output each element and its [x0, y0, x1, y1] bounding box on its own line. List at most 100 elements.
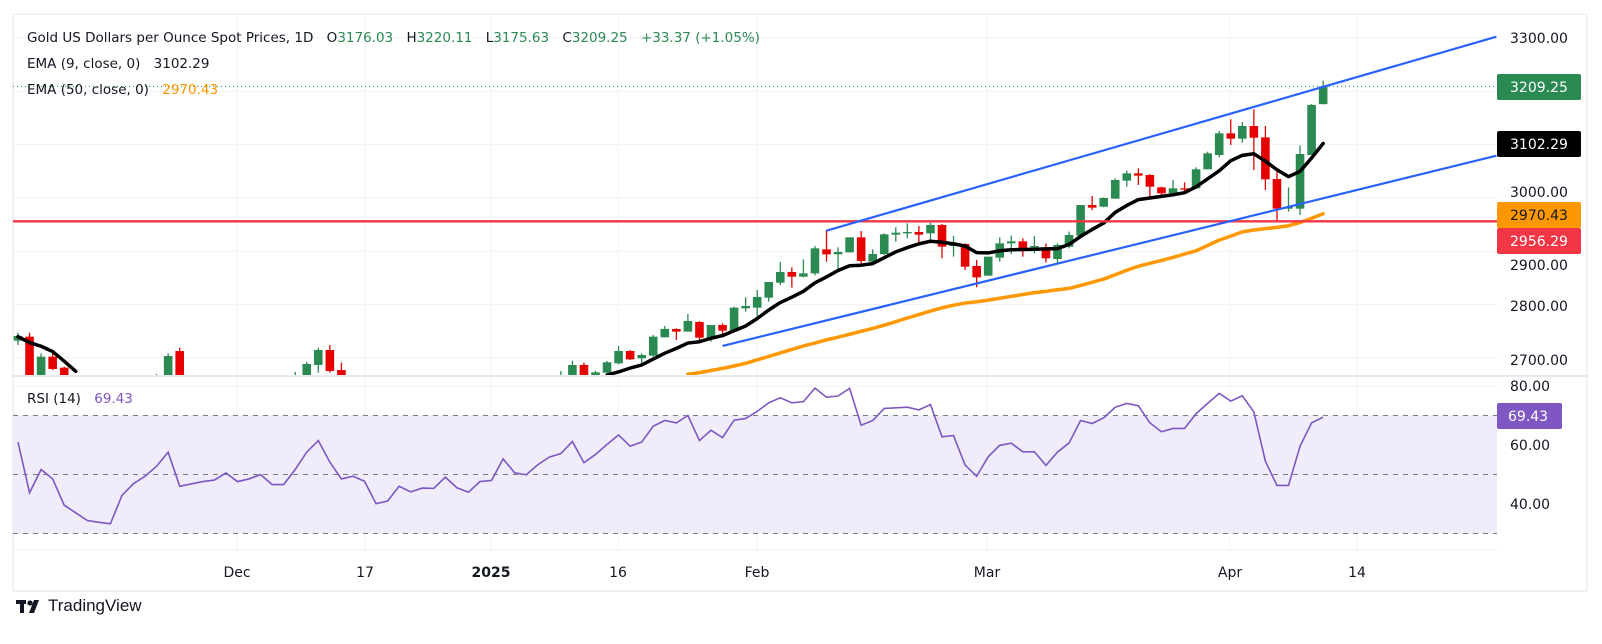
candle-body: [1087, 204, 1097, 208]
candle-body: [568, 364, 577, 375]
candle-body: [637, 355, 646, 359]
time-tick: 16: [609, 565, 627, 581]
ema9-price-label: 3102.29: [1497, 131, 1581, 157]
candle: [337, 362, 346, 375]
candle-body: [1318, 86, 1328, 105]
candle: [614, 345, 623, 365]
candle: [1203, 151, 1212, 170]
channel-lower-line: [722, 154, 1497, 348]
svg-text:69.43: 69.43: [1508, 409, 1548, 425]
candle-body: [683, 320, 693, 332]
ema9-legend[interactable]: EMA (9, close, 0) 3102.29: [27, 55, 209, 73]
support-price-label: 2956.29: [1497, 228, 1581, 254]
candle: [1122, 170, 1132, 187]
candle: [1261, 126, 1270, 191]
candle: [1041, 243, 1051, 263]
candle-body: [614, 351, 623, 364]
candle: [1226, 119, 1236, 145]
candle-body: [1272, 179, 1282, 209]
candle: [729, 306, 739, 331]
candle: [36, 353, 46, 375]
tradingview-wordmark: TradingView: [48, 596, 142, 615]
time-axis[interactable]: Dec 17 2025 16 Feb Mar Apr 14: [223, 565, 1366, 581]
price-tick: 2700.00: [1510, 353, 1568, 369]
main-legend: Gold US Dollars per Ounce Spot Prices, 1…: [27, 29, 760, 47]
candle-body: [337, 369, 346, 375]
candle-body: [1145, 175, 1155, 187]
candle: [983, 256, 993, 276]
candle-body: [891, 232, 901, 235]
close-label: C: [562, 30, 572, 46]
svg-text:3102.29: 3102.29: [1510, 137, 1568, 153]
rsi-axis[interactable]: 80.00 60.00 40.00 69.43: [1497, 379, 1562, 513]
candle: [1134, 168, 1143, 185]
ema9-label: EMA (9, close, 0): [27, 56, 141, 72]
candle-body: [325, 349, 335, 372]
candle: [59, 366, 69, 375]
symbol-title[interactable]: Gold US Dollars per Ounce Spot Prices, 1…: [27, 30, 314, 46]
candle: [1272, 169, 1282, 221]
candle: [1099, 197, 1108, 208]
candle-body: [1053, 244, 1062, 260]
candle: [799, 259, 808, 278]
candle-body: [1261, 137, 1270, 180]
candle-body: [718, 324, 727, 331]
price-pane: [13, 35, 1497, 375]
candle: [1307, 104, 1316, 156]
candle-body: [752, 296, 762, 308]
candle-body: [822, 249, 831, 255]
candle: [856, 231, 866, 264]
candle: [568, 360, 577, 375]
candle-body: [1099, 198, 1108, 207]
candle-body: [1134, 173, 1143, 176]
candle-body: [36, 356, 46, 375]
candle-body: [163, 355, 173, 375]
candle-body: [833, 251, 843, 255]
rsi-tick: 40.00: [1510, 497, 1550, 513]
rsi-legend[interactable]: RSI (14) 69.43: [27, 390, 133, 408]
open-label: O: [326, 30, 338, 46]
candle: [752, 289, 762, 321]
candle-body: [175, 351, 184, 375]
candle-body: [914, 231, 924, 235]
candle-body: [1122, 173, 1132, 181]
candle-body: [937, 224, 947, 247]
candle: [1214, 131, 1224, 158]
candle: [833, 247, 843, 272]
candle-body: [845, 237, 854, 253]
candle: [294, 371, 296, 375]
svg-text:2956.29: 2956.29: [1510, 234, 1568, 250]
candle: [683, 313, 693, 332]
candle: [1249, 109, 1259, 171]
candle: [879, 233, 889, 256]
price-tick: 3300.00: [1510, 31, 1568, 47]
candle-body: [787, 271, 797, 277]
tradingview-logo[interactable]: TradingView: [16, 596, 142, 616]
ema9-line: [16, 334, 78, 374]
time-tick: 17: [356, 565, 374, 581]
candle: [591, 370, 600, 375]
candle-body: [695, 321, 704, 338]
ema50-legend[interactable]: EMA (50, close, 0) 2970.43: [27, 81, 218, 99]
candle-body: [1307, 104, 1316, 156]
candle-body: [1168, 188, 1178, 194]
time-tick: 2025: [472, 565, 511, 581]
candle: [1168, 180, 1178, 196]
rsi-label: RSI (14): [27, 391, 81, 407]
candle: [48, 353, 57, 370]
rsi-line: [17, 386, 1324, 525]
svg-text:2970.43: 2970.43: [1510, 208, 1568, 224]
candle: [868, 249, 877, 264]
candle-body: [1238, 126, 1247, 139]
candle-body: [799, 273, 808, 277]
price-tick: 2800.00: [1510, 299, 1568, 315]
candle: [926, 222, 935, 240]
candle-body: [648, 336, 658, 356]
close-value: 3209.25: [571, 30, 628, 46]
channel-upper-line: [826, 35, 1497, 232]
high-label: H: [406, 30, 417, 46]
ema50-label: EMA (50, close, 0): [27, 82, 149, 98]
last-price-label: 3209.25: [1497, 74, 1581, 100]
price-axis[interactable]: 3300.00 3000.00 2900.00 2800.00 2700.00 …: [1497, 31, 1581, 369]
